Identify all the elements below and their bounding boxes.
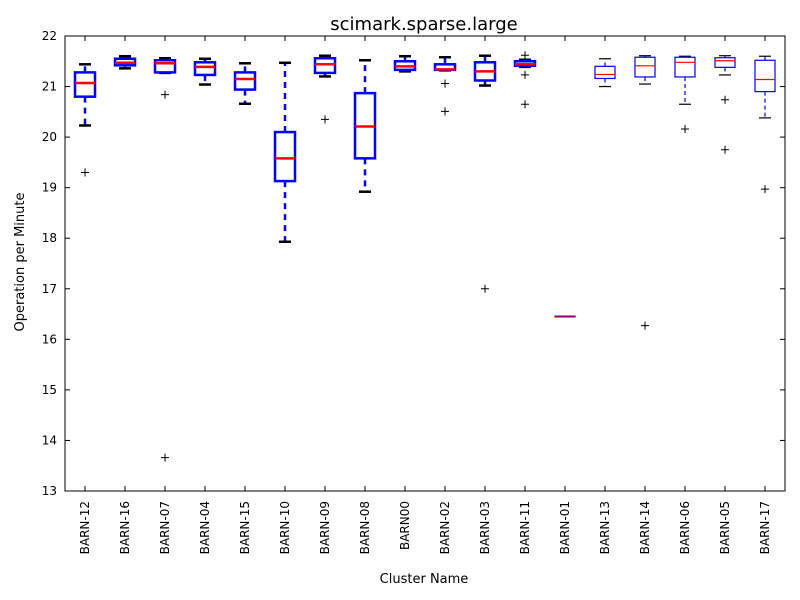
box-iqr — [233, 71, 257, 91]
box-iqr — [594, 65, 616, 80]
x-tick-label: BARN-09 — [318, 501, 332, 554]
box-iqr — [273, 130, 297, 183]
y-axis-label: Operation per Minute — [13, 193, 28, 332]
y-tick-label: 14 — [42, 433, 57, 447]
outlier-point — [481, 284, 489, 293]
x-tick-label: BARN-16 — [118, 501, 132, 554]
x-tick-label: BARN-12 — [78, 501, 92, 554]
x-tick-label: BARN-06 — [678, 501, 692, 554]
x-tick-label: BARN-08 — [358, 501, 372, 554]
y-tick-label: 21 — [42, 80, 57, 94]
x-tick-label: BARN-05 — [718, 501, 732, 554]
y-tick-label: 13 — [42, 484, 57, 498]
x-tick-label: BARN-14 — [638, 501, 652, 554]
outlier-point — [321, 115, 329, 124]
y-tick-label: 16 — [42, 332, 57, 346]
axes-frame — [64, 35, 786, 492]
box-iqr — [634, 56, 656, 78]
x-tick-label: BARN-04 — [198, 501, 212, 554]
box-iqr — [754, 59, 776, 93]
box-iqr — [674, 56, 696, 78]
x-tick-label: BARN-13 — [598, 501, 612, 554]
x-tick-label: BARN-03 — [478, 501, 492, 554]
y-tick-label: 17 — [42, 282, 57, 296]
x-tick-label: BARN-02 — [438, 501, 452, 554]
box-iqr — [313, 56, 337, 75]
outlier-point — [161, 90, 169, 99]
outlier-point — [721, 95, 729, 104]
outlier-point — [521, 51, 529, 60]
x-axis-label: Cluster Name — [380, 572, 469, 587]
outlier-point — [81, 168, 89, 177]
outlier-point — [521, 100, 529, 109]
outlier-point — [441, 107, 449, 116]
box-iqr — [714, 57, 736, 68]
outlier-point — [161, 453, 169, 462]
y-tick-label: 22 — [42, 29, 57, 43]
outlier-point — [641, 321, 649, 330]
x-tick-label: BARN-17 — [758, 501, 772, 554]
outlier-point — [521, 70, 529, 79]
box-iqr — [193, 61, 217, 77]
x-tick-label: BARN00 — [398, 501, 412, 550]
y-tick-label: 15 — [42, 383, 57, 397]
y-tick-label: 18 — [42, 231, 57, 245]
y-tick-label: 20 — [42, 130, 57, 144]
outlier-point — [441, 79, 449, 88]
x-tick-label: BARN-07 — [158, 501, 172, 554]
outlier-point — [721, 145, 729, 154]
x-tick-label: BARN-11 — [518, 501, 532, 554]
x-tick-label: BARN-10 — [278, 501, 292, 554]
outlier-point — [681, 125, 689, 134]
box-iqr — [73, 71, 97, 98]
outlier-point — [761, 185, 769, 194]
x-tick-label: BARN-15 — [238, 501, 252, 554]
box-iqr — [153, 59, 177, 74]
chart-title: scimark.sparse.large — [330, 14, 517, 35]
plot-area: 13 14 15 16 17 18 19 20 21 22 BARN-12 BARN-16 BARN-0… — [42, 29, 786, 554]
y-tick-label: 19 — [42, 181, 57, 195]
x-tick-label: BARN-01 — [558, 501, 572, 554]
